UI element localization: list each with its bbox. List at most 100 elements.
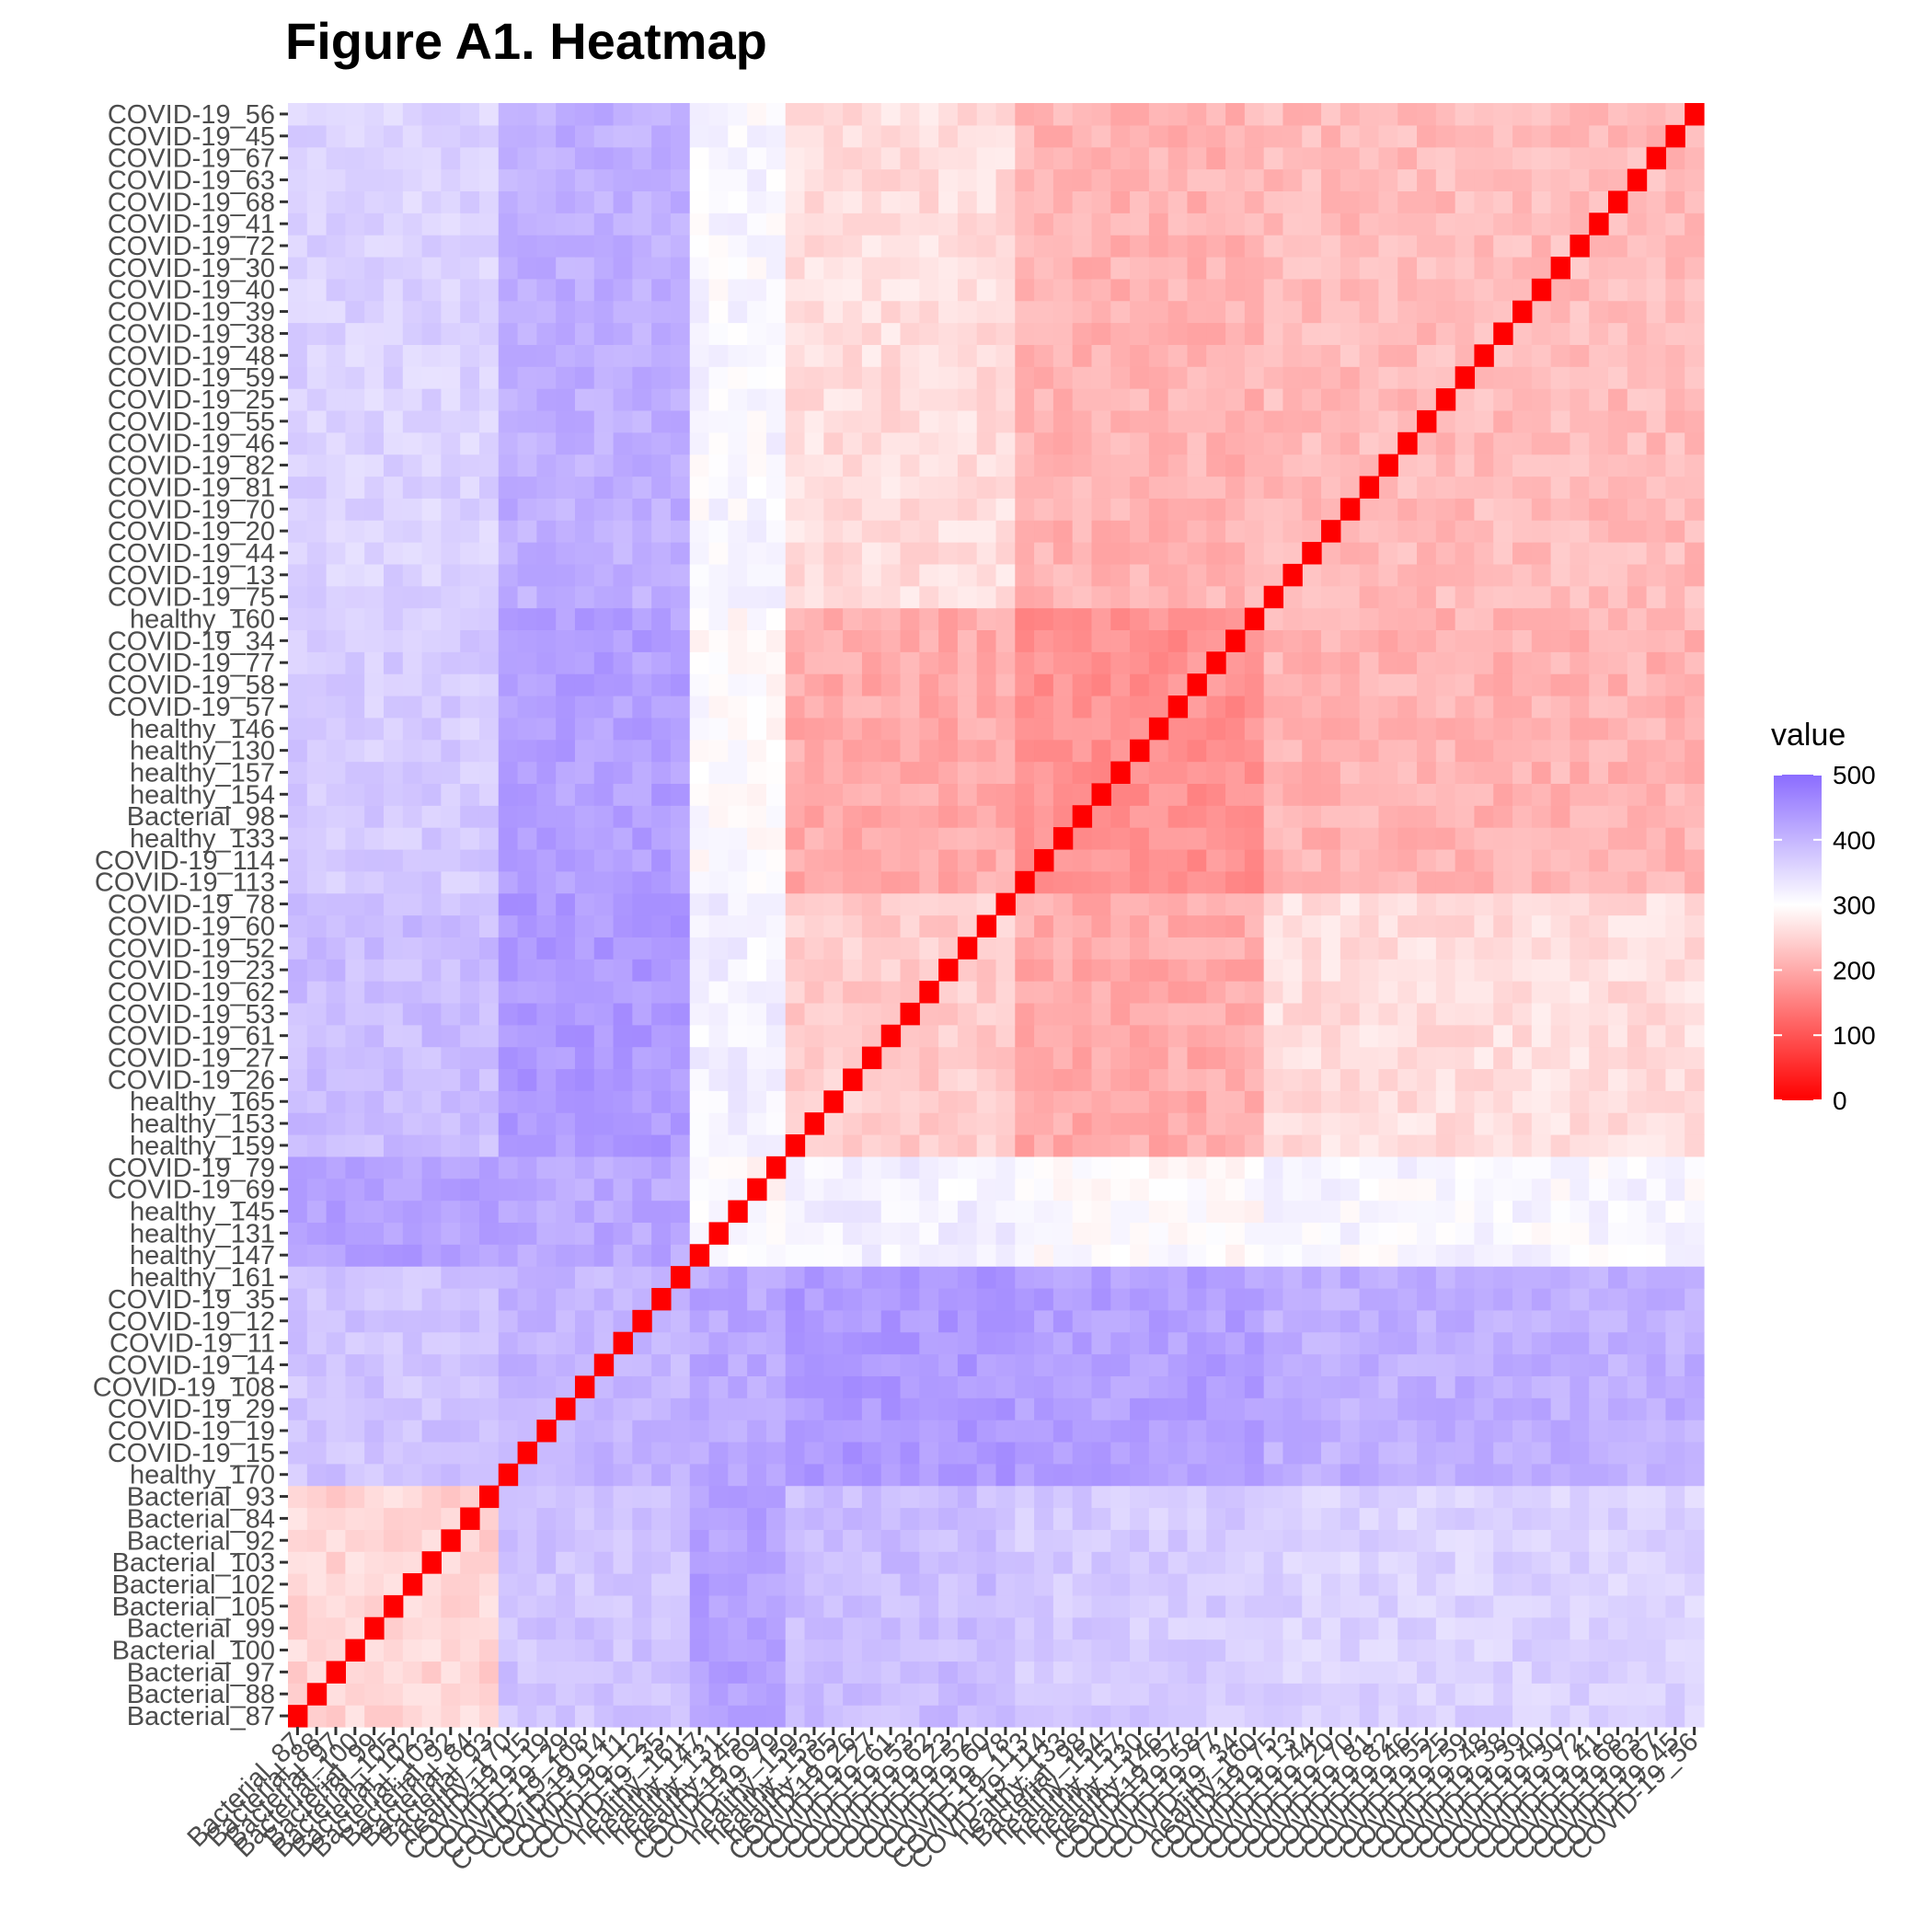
heatmap-cell — [364, 1661, 385, 1684]
heatmap-cell — [1646, 761, 1667, 784]
heatmap-cell — [651, 278, 672, 302]
heatmap-cell — [556, 651, 576, 674]
heatmap-cell — [402, 959, 423, 982]
heatmap-cell — [1570, 542, 1590, 565]
heatmap-cell — [728, 870, 748, 894]
heatmap-cell — [1148, 695, 1169, 719]
heatmap-cell — [919, 827, 939, 850]
heatmap-cell — [1225, 322, 1246, 345]
heatmap-cell — [1359, 1046, 1380, 1070]
heatmap-cell — [1531, 1287, 1552, 1311]
heatmap-cell — [1263, 783, 1284, 806]
heatmap-cell — [1474, 783, 1494, 806]
heatmap-cell — [1130, 1420, 1150, 1443]
heatmap-cell — [1570, 1573, 1590, 1596]
heatmap-cell — [1397, 827, 1418, 850]
heatmap-cell — [306, 1485, 328, 1509]
heatmap-cell — [556, 1639, 576, 1662]
heatmap-cell — [728, 1024, 748, 1048]
heatmap-cell — [364, 213, 385, 236]
heatmap-cell — [1263, 498, 1284, 521]
heatmap-cell — [670, 213, 691, 236]
heatmap-cell — [1397, 235, 1418, 258]
heatmap-cell — [880, 827, 902, 850]
heatmap-cell — [1531, 1134, 1552, 1157]
heatmap-cell — [1608, 454, 1628, 477]
heatmap-cell — [536, 1200, 557, 1224]
heatmap-cell — [1397, 1046, 1418, 1070]
heatmap-cell — [1589, 1222, 1609, 1245]
heatmap-cell — [460, 1178, 480, 1202]
heatmap-cell — [1646, 1616, 1667, 1640]
heatmap-cell — [1417, 520, 1437, 543]
heatmap-cell — [364, 409, 385, 433]
heatmap-cell — [1244, 1112, 1265, 1135]
heatmap-cell — [1455, 1375, 1476, 1398]
heatmap-cell — [306, 1002, 328, 1026]
heatmap-cell — [728, 717, 748, 741]
heatmap-cell — [1052, 388, 1074, 411]
heatmap-cell — [804, 498, 824, 521]
heatmap-cell — [1034, 1573, 1054, 1596]
heatmap-cell — [1550, 431, 1571, 455]
heatmap-cell — [1608, 1287, 1628, 1311]
heatmap-cell — [689, 959, 710, 982]
heatmap-cell — [1263, 1485, 1284, 1509]
heatmap-cell — [1570, 256, 1590, 280]
heatmap-cell — [1072, 959, 1093, 982]
heatmap-cell — [1130, 827, 1150, 850]
heatmap-cell — [1646, 695, 1667, 719]
heatmap-cell — [1206, 1331, 1226, 1355]
heatmap-cell — [708, 1024, 729, 1048]
heatmap-cell — [536, 783, 557, 806]
heatmap-cell — [995, 959, 1016, 982]
heatmap-cell — [421, 761, 442, 784]
heatmap-cell — [1435, 476, 1456, 499]
heatmap-cell — [1512, 1287, 1533, 1311]
heatmap-cell — [1244, 542, 1265, 565]
heatmap-cell — [1685, 563, 1705, 587]
heatmap-cell — [995, 1507, 1016, 1530]
heatmap-cell — [1359, 1616, 1380, 1640]
heatmap-cell — [1665, 1222, 1685, 1245]
heatmap-cell — [1225, 827, 1246, 850]
heatmap-cell — [536, 1573, 557, 1596]
heatmap-cell — [670, 1616, 691, 1640]
heatmap-cell — [1397, 542, 1418, 565]
heatmap-cell — [517, 1683, 537, 1706]
heatmap-cell — [747, 981, 767, 1004]
heatmap-cell — [785, 959, 806, 982]
heatmap-cell — [1550, 1529, 1571, 1552]
heatmap-cell — [421, 607, 442, 631]
heatmap-cell — [1417, 914, 1437, 937]
heatmap-cell — [1550, 673, 1571, 696]
heatmap-cell — [1302, 1441, 1322, 1465]
heatmap-cell — [728, 1616, 748, 1640]
heatmap-cell — [861, 892, 882, 916]
heatmap-cell — [785, 1024, 806, 1048]
heatmap-cell — [1531, 805, 1552, 828]
heatmap-cell — [995, 498, 1016, 521]
heatmap-cell — [1608, 520, 1628, 543]
heatmap-cell — [364, 235, 385, 258]
heatmap-cell — [1359, 892, 1380, 916]
heatmap-cell — [1646, 717, 1667, 741]
heatmap-cell — [632, 235, 652, 258]
heatmap-cell — [843, 1200, 863, 1224]
heatmap-cell — [1474, 1046, 1494, 1070]
heatmap-cell — [938, 563, 959, 587]
heatmap-cell — [747, 1661, 767, 1684]
heatmap-cell — [1531, 1024, 1552, 1048]
heatmap-cell — [574, 1485, 595, 1509]
heatmap-cell — [651, 1200, 672, 1224]
heatmap-cell — [1015, 1156, 1035, 1179]
heatmap-cell — [574, 1331, 595, 1355]
heatmap-cell — [1052, 1046, 1074, 1070]
heatmap-cell — [708, 892, 729, 916]
heatmap-cell — [383, 1134, 404, 1157]
heatmap-cell — [402, 563, 423, 587]
heatmap-cell — [1225, 1441, 1246, 1465]
heatmap-cell — [613, 629, 633, 652]
heatmap-cell — [536, 1244, 557, 1267]
heatmap-cell — [556, 1420, 576, 1443]
